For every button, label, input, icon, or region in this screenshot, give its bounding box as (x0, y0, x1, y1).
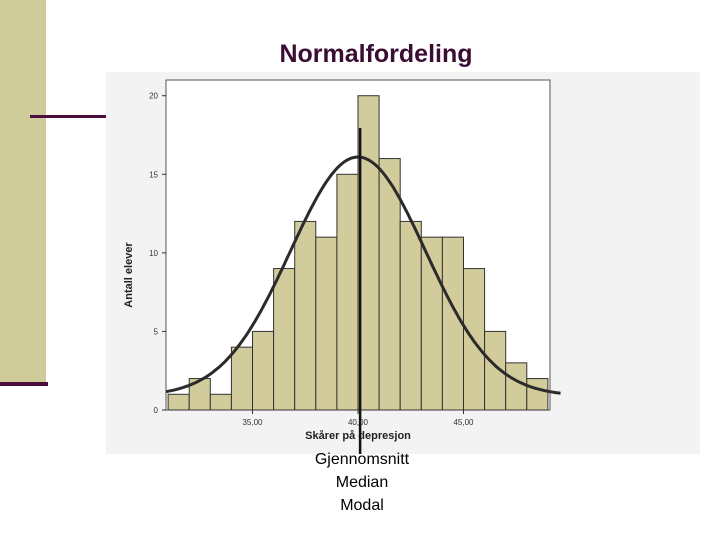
histogram-bar (399, 220, 422, 411)
caption-mode: Modal (340, 497, 384, 514)
x-tick-label: 45,00 (453, 418, 474, 427)
y-tick-label: 15 (149, 170, 158, 179)
x-tick-label: 35,00 (242, 418, 263, 427)
left-decor-band (0, 0, 46, 384)
histogram-bar (505, 362, 528, 411)
histogram-svg: 0 5 10 15 20 35,00 40,00 45,00 Skårer på depresj… (123, 79, 561, 454)
caption-mean: Gjennomsnitt (314, 451, 410, 468)
histogram-bar (526, 378, 549, 411)
histogram-bar (294, 220, 317, 411)
caption-median: Median (335, 474, 389, 491)
histogram-bar (252, 330, 275, 411)
title-rule (30, 115, 106, 118)
x-axis-label: Skårer på depresjon (305, 430, 411, 442)
y-tick-label: 0 (154, 406, 159, 415)
normal-curve (165, 155, 561, 395)
slide-title: Normalfordeling (279, 40, 473, 68)
y-tick-label: 20 (149, 92, 158, 101)
histogram-bar (315, 236, 338, 411)
y-axis-label: Antall elever (123, 242, 135, 308)
histogram-bar (230, 346, 254, 411)
y-tick-label: 5 (154, 327, 159, 336)
histogram-bar (167, 393, 190, 411)
x-tick-label: 40,00 (348, 418, 369, 427)
histogram-bar (441, 236, 464, 411)
histogram-bar (336, 173, 359, 411)
histogram-bar (209, 393, 232, 411)
left-band-underline (0, 382, 48, 386)
histogram-bar (273, 268, 296, 411)
histogram-chart: 0 5 10 15 20 35,00 40,00 45,00 Skårer på depresj… (106, 72, 700, 454)
y-tick-label: 10 (149, 249, 158, 258)
